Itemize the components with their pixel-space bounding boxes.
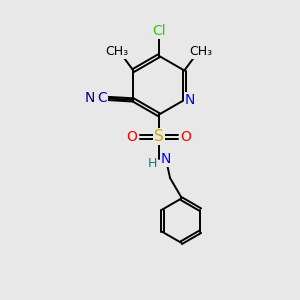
Text: H: H [148, 157, 157, 170]
Text: O: O [126, 130, 137, 144]
Text: O: O [181, 130, 191, 144]
Text: S: S [154, 129, 164, 144]
Text: CH₃: CH₃ [190, 45, 213, 58]
Text: N: N [85, 92, 95, 106]
Text: Cl: Cl [152, 24, 166, 38]
Text: N: N [161, 152, 171, 166]
Text: C: C [97, 92, 107, 106]
Text: N: N [185, 93, 195, 107]
Text: CH₃: CH₃ [105, 45, 128, 58]
